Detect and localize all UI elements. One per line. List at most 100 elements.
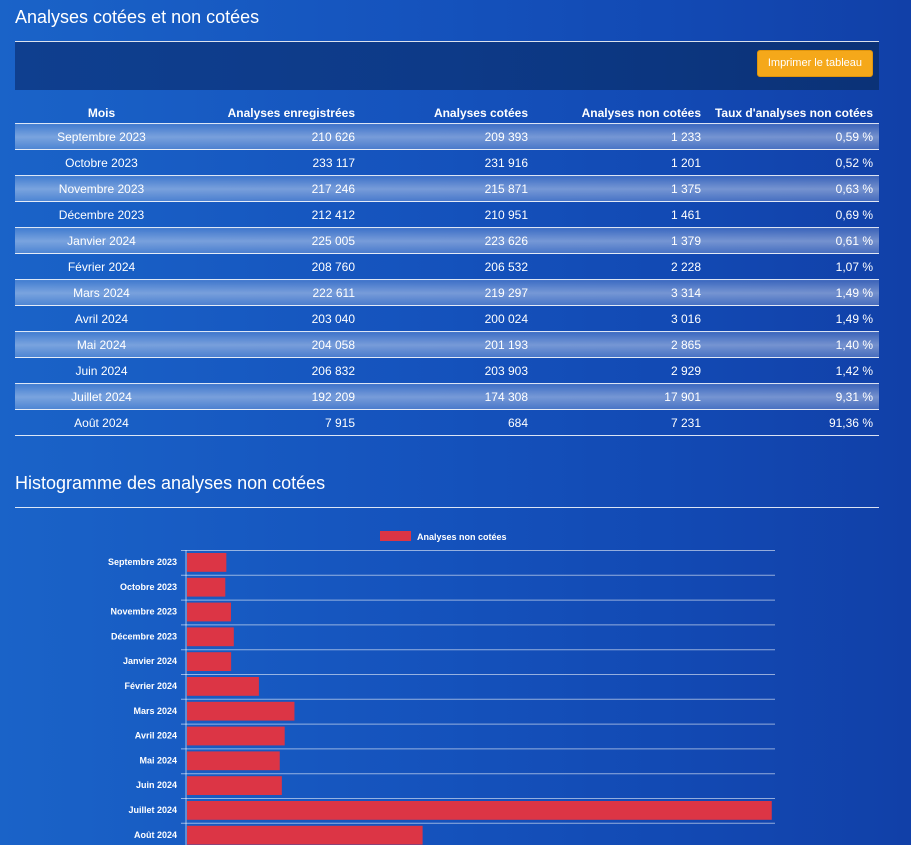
bar <box>187 801 772 820</box>
table-row: Avril 2024 203 040 200 024 3 016 1,49 % <box>15 305 879 332</box>
table-cell: 212 412 <box>188 201 361 228</box>
table-cell: Mars 2024 <box>15 279 188 306</box>
table-row: Juin 2024 206 832 203 903 2 929 1,42 % <box>15 357 879 384</box>
table-row: Mars 2024 222 611 219 297 3 314 1,49 % <box>15 279 879 306</box>
table-cell: 1,49 % <box>707 279 879 306</box>
bar <box>187 825 423 845</box>
table-header-row: Mois Analyses enregistrées Analyses cotées… <box>15 103 879 124</box>
table-cell: 2 865 <box>534 331 707 358</box>
table-cell: 91,36 % <box>707 409 879 436</box>
table-cell: 206 532 <box>361 253 534 280</box>
table-cell: Avril 2024 <box>15 305 188 332</box>
table-cell: 0,61 % <box>707 227 879 254</box>
y-tick-label: Octobre 2023 <box>120 582 177 592</box>
y-tick-label: Août 2024 <box>134 830 177 840</box>
column-header: Analyses enregistrées <box>188 103 361 124</box>
table-cell: 7 915 <box>188 409 361 436</box>
table-cell: 0,63 % <box>707 175 879 202</box>
legend-label: Analyses non cotées <box>417 532 507 542</box>
table-cell: 225 005 <box>188 227 361 254</box>
table-cell: Octobre 2023 <box>15 149 188 176</box>
table-cell: Novembre 2023 <box>15 175 188 202</box>
table-cell: 0,69 % <box>707 201 879 228</box>
table-cell: 200 024 <box>361 305 534 332</box>
table-cell: Août 2024 <box>15 409 188 436</box>
table-cell: 233 117 <box>188 149 361 176</box>
bar <box>187 751 280 771</box>
table-cell: 7 231 <box>534 409 707 436</box>
table-cell: 2 929 <box>534 357 707 384</box>
table-cell: 204 058 <box>188 331 361 358</box>
y-tick-label: Janvier 2024 <box>123 656 177 666</box>
table-cell: 0,52 % <box>707 149 879 176</box>
print-table-button[interactable]: Imprimer le tableau <box>756 50 873 77</box>
table-cell: 209 393 <box>361 123 534 150</box>
bar <box>187 627 234 647</box>
table-cell: 210 951 <box>361 201 534 228</box>
table-cell: 3 016 <box>534 305 707 332</box>
table-row: Octobre 2023 233 117 231 916 1 201 0,52 % <box>15 149 879 176</box>
y-tick-label: Février 2024 <box>124 681 177 691</box>
table-cell: 1,40 % <box>707 331 879 358</box>
bar <box>187 577 226 597</box>
section-divider <box>15 507 879 508</box>
table-cell: 215 871 <box>361 175 534 202</box>
y-tick-label: Juillet 2024 <box>128 805 177 815</box>
table-cell: 1,42 % <box>707 357 879 384</box>
column-header: Mois <box>15 103 188 124</box>
table-cell: Janvier 2024 <box>15 227 188 254</box>
table-row: Janvier 2024 225 005 223 626 1 379 0,61 % <box>15 227 879 254</box>
y-tick-label: Septembre 2023 <box>108 557 177 567</box>
table-row: Février 2024 208 760 206 532 2 228 1,07 % <box>15 253 879 280</box>
table-cell: 192 209 <box>188 383 361 410</box>
table-cell: 1,07 % <box>707 253 879 280</box>
histogram-chart: Analyses non cotées Septembre 2023 Octobre… <box>108 531 775 845</box>
table-row: Mai 2024 204 058 201 193 2 865 1,40 % <box>15 331 879 358</box>
y-tick-label: Mai 2024 <box>139 755 177 765</box>
table-cell: 217 246 <box>188 175 361 202</box>
table-cell: 219 297 <box>361 279 534 306</box>
table-cell: 1 375 <box>534 175 707 202</box>
table-cell: 1 461 <box>534 201 707 228</box>
table-cell: Décembre 2023 <box>15 201 188 228</box>
table-cell: 9,31 % <box>707 383 879 410</box>
table-cell: 174 308 <box>361 383 534 410</box>
table-cell: 231 916 <box>361 149 534 176</box>
table-cell: 1 201 <box>534 149 707 176</box>
column-header: Taux d'analyses non cotées <box>707 103 879 124</box>
table-cell: 223 626 <box>361 227 534 254</box>
table-cell: 208 760 <box>188 253 361 280</box>
table-row: Novembre 2023 217 246 215 871 1 375 0,63 % <box>15 175 879 202</box>
table-row: Août 2024 7 915 684 7 231 91,36 % <box>15 409 879 436</box>
histogram-title: Histogramme des analyses non cotées <box>15 473 326 493</box>
y-tick-label: Mars 2024 <box>133 706 177 716</box>
table-cell: 206 832 <box>188 357 361 384</box>
table-cell: Juillet 2024 <box>15 383 188 410</box>
table-cell: 3 314 <box>534 279 707 306</box>
table-cell: Juin 2024 <box>15 357 188 384</box>
table-cell: 684 <box>361 409 534 436</box>
table-cell: 210 626 <box>188 123 361 150</box>
bar <box>187 726 285 746</box>
table-cell: 203 040 <box>188 305 361 332</box>
table-cell: 1 233 <box>534 123 707 150</box>
table-body: Septembre 2023 210 626 209 393 1 233 0,59 % O… <box>15 123 879 436</box>
table-row: Septembre 2023 210 626 209 393 1 233 0,59 % <box>15 123 879 150</box>
bar <box>187 677 259 696</box>
y-tick-label: Novembre 2023 <box>110 607 177 617</box>
table-cell: 1,49 % <box>707 305 879 332</box>
chart-legend: Analyses non cotées <box>380 531 507 542</box>
column-header: Analyses non cotées <box>534 103 707 124</box>
column-header: Analyses cotées <box>361 103 534 124</box>
y-tick-label: Juin 2024 <box>136 780 177 790</box>
bar <box>187 701 295 721</box>
table-toolbar: Imprimer le tableau <box>15 41 879 90</box>
table-cell: 0,59 % <box>707 123 879 150</box>
bar <box>187 553 227 572</box>
table-cell: 2 228 <box>534 253 707 280</box>
page-title: Analyses cotées et non cotées <box>15 7 260 27</box>
table-row: Décembre 2023 212 412 210 951 1 461 0,69 % <box>15 201 879 228</box>
legend-swatch <box>380 531 411 541</box>
table-cell: Mai 2024 <box>15 331 188 358</box>
table-row: Juillet 2024 192 209 174 308 17 901 9,31 % <box>15 383 879 410</box>
